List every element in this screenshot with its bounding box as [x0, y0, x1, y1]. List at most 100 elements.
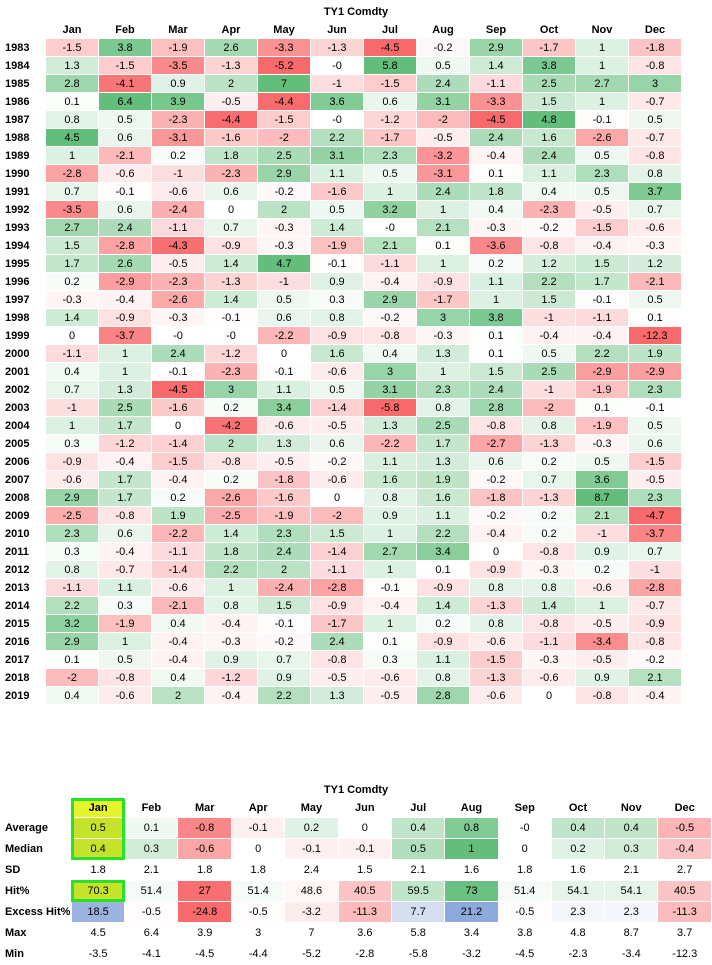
- heatmap-cell: -1.6: [311, 183, 363, 200]
- heatmap-cell: 0.4: [152, 669, 204, 686]
- heatmap-cell: -1.5: [258, 111, 310, 128]
- stats-row: Hit% 70.3 51.4 27 51.4 48.6 40.5 59.5 73 51.4 54.1…: [3, 880, 711, 902]
- heatmap-cell: 4.7: [258, 255, 310, 272]
- heatmap-cell: 1.1: [417, 651, 469, 668]
- heatmap-cell: 2.4: [470, 381, 522, 398]
- stats-cell: -0.1: [232, 818, 285, 838]
- heatmap-cell: -4.5: [364, 39, 416, 56]
- year-row: 1996 0.2 -2.9 -2.3 -1.3 -1 0.9 -0.4 -0.9 1.1 2.2 1.…: [3, 273, 681, 290]
- year-row: 2001 0.4 1 -0.1 -2.3 -0.1 -0.6 3 1 1.5 2.5 -2.9 -2.9: [3, 363, 681, 380]
- year-row: 1991 0.7 -0.1 -0.6 0.6 -0.2 -1.6 1 2.4 1.8 0.4 0.5 3…: [3, 183, 681, 200]
- year-row: 1989 1 -2.1 0.2 1.8 2.5 3.1 2.3 -3.2 -0.4 2.4 0.5 -0…: [3, 147, 681, 164]
- stats-cell: 3: [232, 923, 285, 943]
- heatmap-cell: 2.5: [523, 363, 575, 380]
- year-label: 2009: [5, 509, 30, 522]
- year-label: 2001: [5, 365, 30, 378]
- heatmap-cell: 1.5: [576, 255, 628, 272]
- heatmap-cell: -0.4: [576, 327, 628, 344]
- heatmap-cell: 0.1: [417, 561, 469, 578]
- heatmap-cell: -2: [46, 669, 98, 686]
- year-row: 2002 0.7 1.3 -4.5 3 1.1 0.5 3.1 2.3 2.4 -1 -1.9 2.3: [3, 381, 681, 398]
- heatmap-cell: -0.6: [576, 579, 628, 596]
- stats-cell: -0: [498, 818, 551, 838]
- heatmap-cell: -1.9: [258, 507, 310, 524]
- year-label: 2008: [5, 491, 30, 504]
- heatmap-cell: 2.5: [523, 75, 575, 92]
- stats-cell: 7: [285, 923, 338, 943]
- stats-cell: 54.1: [551, 881, 605, 901]
- stats-cell: -4.5: [178, 944, 232, 964]
- heatmap-cell: -1.8: [258, 471, 310, 488]
- heatmap-cell: -0.6: [46, 471, 98, 488]
- stats-cell: 7.7: [392, 902, 445, 922]
- heatmap-cell: -0.3: [576, 435, 628, 452]
- stats-cell: 0.4: [71, 839, 125, 859]
- heatmap-title: TY1 Comdty: [323, 6, 389, 18]
- heatmap-cell: 3.6: [311, 93, 363, 110]
- year-row: 1990 -2.8 -0.6 -1 -2.3 2.9 1.1 0.5 -3.1 0.1 1.1 2.3…: [3, 165, 681, 182]
- year-row: 2004 1 1.7 0 -4.2 -0.6 -0.5 1.3 2.5 -0.8 0.8 -1.9 0.…: [3, 417, 681, 434]
- heatmap-cell: 0.4: [364, 345, 416, 362]
- heatmap-cell: -2.3: [205, 363, 257, 380]
- heatmap-cell: 1.1: [417, 507, 469, 524]
- stats-cell: 4.8: [551, 923, 605, 943]
- stats-cell: 6.4: [125, 923, 178, 943]
- heatmap-cell: -0.3: [417, 327, 469, 344]
- year-row: 2012 0.8 -0.7 -1.4 2.2 2 -1.1 1 0.1 -0.9 -0.3 0.2 -1: [3, 561, 681, 578]
- heatmap-cell: -0.8: [470, 417, 522, 434]
- stats-cell: 1.8: [232, 860, 285, 880]
- stats-cell: 1.6: [551, 860, 605, 880]
- month-header-feb: Feb: [115, 23, 135, 36]
- stats-row: Max 4.5 6.4 3.9 3 7 3.6 5.8 3.4 3.8 4.8 8.7 3.7: [3, 923, 711, 943]
- heatmap-cell: 2.6: [205, 39, 257, 56]
- year-row: 2003 -1 2.5 -1.6 0.2 3.4 -1.4 -5.8 0.8 2.8 -2 0.1 -0…: [3, 399, 681, 416]
- heatmap-cell: 0.9: [311, 273, 363, 290]
- stats-cell: 2.1: [392, 860, 445, 880]
- stats-row-label: SD: [5, 864, 21, 876]
- stats-cell: 0: [498, 839, 551, 859]
- year-label: 2006: [5, 455, 30, 468]
- heatmap-cell: -0.2: [364, 309, 416, 326]
- heatmap-cell: 2: [152, 687, 204, 704]
- stats-month-header-may: May: [300, 802, 323, 814]
- heatmap-cell: -0.5: [205, 93, 257, 110]
- stats-cell: 73: [445, 881, 498, 901]
- heatmap-cell: -1.9: [152, 39, 204, 56]
- heatmap-cell: 0.2: [470, 255, 522, 272]
- heatmap-cell: -3.6: [470, 237, 522, 254]
- heatmap-cell: 0.4: [46, 363, 98, 380]
- stats-cell: 59.5: [392, 881, 445, 901]
- heatmap-cell: 3: [629, 75, 681, 92]
- stats-cell: 0.3: [605, 839, 658, 859]
- heatmap-cell: 0.7: [46, 381, 98, 398]
- year-label: 1993: [5, 221, 30, 234]
- heatmap-cell: -1.8: [470, 489, 522, 506]
- heatmap-cell: 1.7: [417, 435, 469, 452]
- heatmap-cell: 2.3: [417, 381, 469, 398]
- heatmap-cell: -1.5: [576, 219, 628, 236]
- heatmap-cell: 1.4: [470, 57, 522, 74]
- heatmap-cell: 1.9: [152, 507, 204, 524]
- heatmap-cell: -2: [523, 399, 575, 416]
- heatmap-cell: -3.2: [417, 147, 469, 164]
- heatmap-cell: 1: [417, 363, 469, 380]
- heatmap-cell: 2.3: [364, 147, 416, 164]
- stats-cell: -0.1: [285, 839, 338, 859]
- heatmap-cell: 1.7: [99, 489, 151, 506]
- heatmap-cell: 6.4: [99, 93, 151, 110]
- heatmap-cell: -0.3: [523, 561, 575, 578]
- heatmap-cell: -0.3: [470, 219, 522, 236]
- stats-cell: 0.8: [445, 818, 498, 838]
- heatmap-cell: 0.1: [46, 93, 98, 110]
- year-label: 2013: [5, 581, 30, 594]
- stats-cell: 8.7: [605, 923, 658, 943]
- heatmap-cell: 1.7: [576, 273, 628, 290]
- heatmap-cell: 2: [258, 201, 310, 218]
- heatmap-cell: 1.4: [205, 525, 257, 542]
- heatmap-cell: 0.2: [523, 525, 575, 542]
- heatmap-cell: 2.8: [470, 399, 522, 416]
- year-label: 1992: [5, 203, 30, 216]
- heatmap-cell: 0.8: [417, 669, 469, 686]
- year-row: 2015 3.2 -1.9 0.4 -0.4 -0.1 -1.7 1 0.2 0.8 -0.8 -0.…: [3, 615, 681, 632]
- heatmap-cell: 1: [470, 291, 522, 308]
